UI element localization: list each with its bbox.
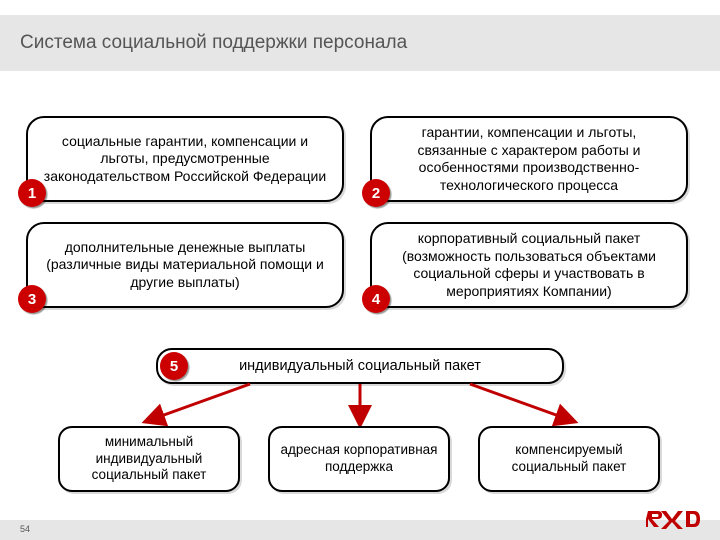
box-5: индивидуальный социальный пакет (156, 348, 564, 384)
subbox-3-text: компенсируемый социальный пакет (488, 442, 650, 476)
box-1-text: социальные гарантии, компенсации и льгот… (42, 133, 328, 186)
box-4-text: корпоративный социальный пакет (возможно… (386, 230, 672, 300)
box-2-text: гарантии, компенсации и льготы, связанны… (386, 124, 672, 194)
badge-5: 5 (160, 352, 188, 380)
subbox-2: адресная корпоративная поддержка (268, 426, 450, 492)
subbox-1-text: минимальный индивидуальный социальный па… (68, 434, 230, 485)
title-band: Система социальной поддержки персонала (0, 15, 720, 71)
badge-4: 4 (362, 285, 390, 313)
box-2: гарантии, компенсации и льготы, связанны… (370, 116, 688, 202)
page-title: Система социальной поддержки персонала (20, 32, 407, 54)
footer-band (0, 520, 720, 540)
badge-2: 2 (362, 179, 390, 207)
badge-3-num: 3 (28, 291, 36, 308)
badge-1-num: 1 (28, 185, 36, 202)
badge-5-num: 5 (170, 358, 178, 375)
badge-3: 3 (18, 285, 46, 313)
slide: Система социальной поддержки персонала с… (0, 0, 720, 540)
box-3-text: дополнительные денежные выплаты (различн… (42, 239, 328, 292)
box-5-text: индивидуальный социальный пакет (239, 358, 481, 374)
subbox-3: компенсируемый социальный пакет (478, 426, 660, 492)
badge-2-num: 2 (372, 185, 380, 202)
badge-1: 1 (18, 179, 46, 207)
badge-4-num: 4 (372, 291, 380, 308)
subbox-2-text: адресная корпоративная поддержка (278, 442, 440, 476)
subbox-1: минимальный индивидуальный социальный па… (58, 426, 240, 492)
rzd-logo (646, 509, 702, 534)
box-1: социальные гарантии, компенсации и льгот… (26, 116, 344, 202)
box-3: дополнительные денежные выплаты (различн… (26, 222, 344, 308)
page-number: 54 (20, 524, 30, 534)
box-4: корпоративный социальный пакет (возможно… (370, 222, 688, 308)
